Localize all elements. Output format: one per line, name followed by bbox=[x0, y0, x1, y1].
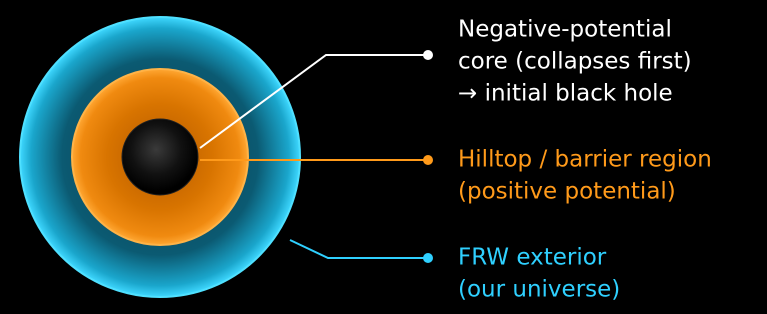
label-line: FRW exterior bbox=[458, 245, 607, 271]
diagram: Negative-potential core (collapses first)… bbox=[0, 0, 767, 314]
leader-dot bbox=[423, 253, 433, 263]
leader-dot bbox=[423, 155, 433, 165]
page: Negative-potential core (collapses first)… bbox=[0, 0, 767, 314]
core bbox=[122, 119, 198, 195]
label-line: (positive potential) bbox=[458, 179, 676, 205]
label-line: Negative-potential bbox=[458, 17, 672, 43]
leader-dot bbox=[423, 50, 433, 60]
label-line: (our universe) bbox=[458, 277, 620, 303]
label-line: Hilltop / barrier region bbox=[458, 147, 712, 173]
label-line: → initial black hole bbox=[458, 81, 673, 107]
label-line: core (collapses first) bbox=[458, 49, 692, 75]
